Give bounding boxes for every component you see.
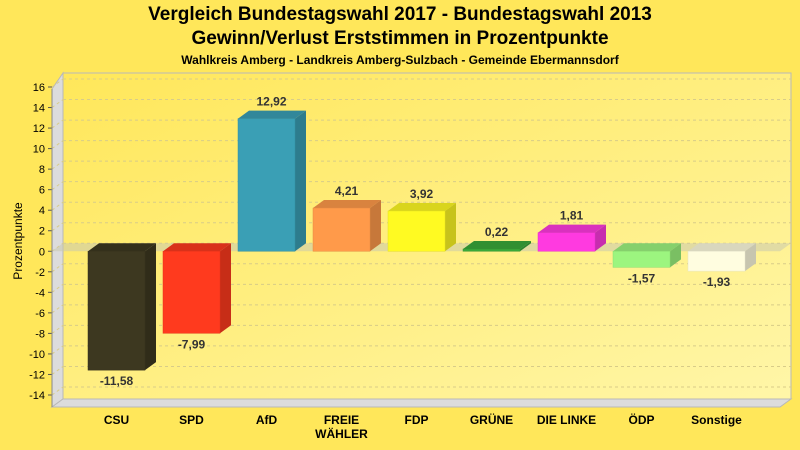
gridline-side bbox=[51, 78, 64, 88]
gridline-side bbox=[51, 386, 64, 396]
bar-front bbox=[462, 248, 521, 252]
bar-top bbox=[388, 203, 456, 212]
y-tick-label: 16 bbox=[33, 82, 45, 94]
gridline-side bbox=[51, 222, 64, 232]
bar-side bbox=[670, 243, 681, 268]
bar-top bbox=[313, 200, 381, 209]
bar-front bbox=[537, 232, 596, 252]
chart-region-subtitle: Wahlkreis Amberg - Landkreis Amberg-Sulz… bbox=[181, 53, 619, 67]
gridline-side bbox=[51, 99, 64, 108]
x-tick-label: FREIE WÄHLER bbox=[315, 413, 368, 441]
data-label: 4,21 bbox=[335, 184, 359, 198]
bar-side bbox=[370, 200, 381, 252]
x-tick-label: FDP bbox=[405, 413, 429, 427]
bar-sonstige: -1,93 bbox=[687, 243, 756, 289]
data-label: 0,22 bbox=[485, 225, 509, 239]
x-tick-label: AfD bbox=[256, 413, 278, 427]
y-tick-label: -14 bbox=[29, 390, 45, 402]
y-tick-label: -6 bbox=[35, 308, 45, 320]
bar-front bbox=[87, 251, 146, 371]
bar-top bbox=[88, 243, 156, 252]
bar-csu: -11,58 bbox=[87, 243, 156, 388]
y-tick-label: 6 bbox=[39, 185, 45, 197]
bar-side bbox=[145, 243, 156, 371]
gridline-side bbox=[51, 201, 64, 211]
bar-side bbox=[745, 243, 756, 272]
gridline-side bbox=[51, 304, 64, 314]
gridline-side bbox=[51, 263, 64, 273]
x-tick-label: DIE LINKE bbox=[537, 413, 596, 427]
data-label: -1,93 bbox=[703, 275, 731, 289]
x-tick-label: Sonstige bbox=[691, 413, 742, 427]
bar-side bbox=[220, 243, 231, 334]
bar-side bbox=[595, 224, 606, 252]
bar-die-linke: 1,81 bbox=[537, 209, 606, 252]
gridline-side bbox=[51, 140, 64, 150]
chart-subtitle: Gewinn/Verlust Erststimmen in Prozentpun… bbox=[191, 28, 609, 49]
bar-fdp: 3,92 bbox=[387, 187, 456, 252]
bar-afd: 12,92 bbox=[237, 95, 306, 252]
data-label: -11,58 bbox=[100, 374, 134, 388]
bar-side bbox=[445, 203, 456, 252]
bar-grüne: 0,22 bbox=[462, 225, 531, 252]
data-label: -7,99 bbox=[178, 337, 206, 351]
bar-top bbox=[688, 243, 756, 252]
y-tick-label: -2 bbox=[35, 267, 45, 279]
y-tick-label: -8 bbox=[35, 328, 45, 340]
y-tick-label: 2 bbox=[39, 226, 45, 238]
bar-front bbox=[612, 251, 671, 268]
plot-floor bbox=[50, 398, 793, 408]
bar-top bbox=[238, 110, 306, 119]
bar-front bbox=[387, 210, 446, 252]
bar-front bbox=[312, 207, 371, 252]
gridline-side bbox=[51, 345, 64, 355]
y-tick-label: 10 bbox=[33, 144, 45, 156]
gridline-side bbox=[51, 181, 64, 191]
y-tick-label: 8 bbox=[39, 164, 45, 176]
data-label: -1,57 bbox=[628, 271, 656, 285]
gridline-side bbox=[51, 283, 64, 293]
bar-front bbox=[237, 118, 296, 252]
gridline-side bbox=[51, 119, 64, 129]
bar-side bbox=[295, 110, 306, 252]
bar-top bbox=[613, 243, 681, 252]
x-tick-label: GRÜNE bbox=[470, 412, 513, 427]
data-label: 12,92 bbox=[256, 95, 286, 109]
gridline-side bbox=[51, 366, 64, 375]
bar-top bbox=[538, 224, 606, 233]
y-tick-label: 4 bbox=[39, 205, 45, 217]
bar-spd: -7,99 bbox=[162, 243, 231, 351]
data-label: 1,81 bbox=[560, 209, 584, 223]
y-tick-label: -4 bbox=[35, 287, 45, 299]
y-tick-label: -10 bbox=[29, 349, 45, 361]
bar-top bbox=[463, 241, 531, 250]
plot-left-wall bbox=[51, 71, 64, 408]
x-tick-label: CSU bbox=[104, 413, 129, 427]
x-tick-label: SPD bbox=[179, 413, 204, 427]
gridline-side bbox=[51, 324, 64, 334]
bar-ödp: -1,57 bbox=[612, 243, 681, 285]
bar-front bbox=[687, 251, 746, 272]
y-tick-label: 0 bbox=[39, 246, 45, 258]
y-tick-label: 12 bbox=[33, 123, 45, 135]
chart-title: Vergleich Bundestagswahl 2017 - Bundesta… bbox=[148, 4, 652, 25]
y-axis-label: Prozentpunkte bbox=[11, 202, 25, 280]
bar-side bbox=[520, 241, 531, 252]
x-tick-label: ÖDP bbox=[628, 412, 654, 427]
y-tick-label: 14 bbox=[33, 103, 45, 115]
bar-top bbox=[163, 243, 231, 252]
data-label: 3,92 bbox=[410, 187, 434, 201]
y-tick-label: -12 bbox=[29, 369, 45, 381]
gridline-side bbox=[51, 160, 64, 170]
bar-freie-wähler: 4,21 bbox=[312, 184, 381, 252]
bar-front bbox=[162, 251, 221, 334]
